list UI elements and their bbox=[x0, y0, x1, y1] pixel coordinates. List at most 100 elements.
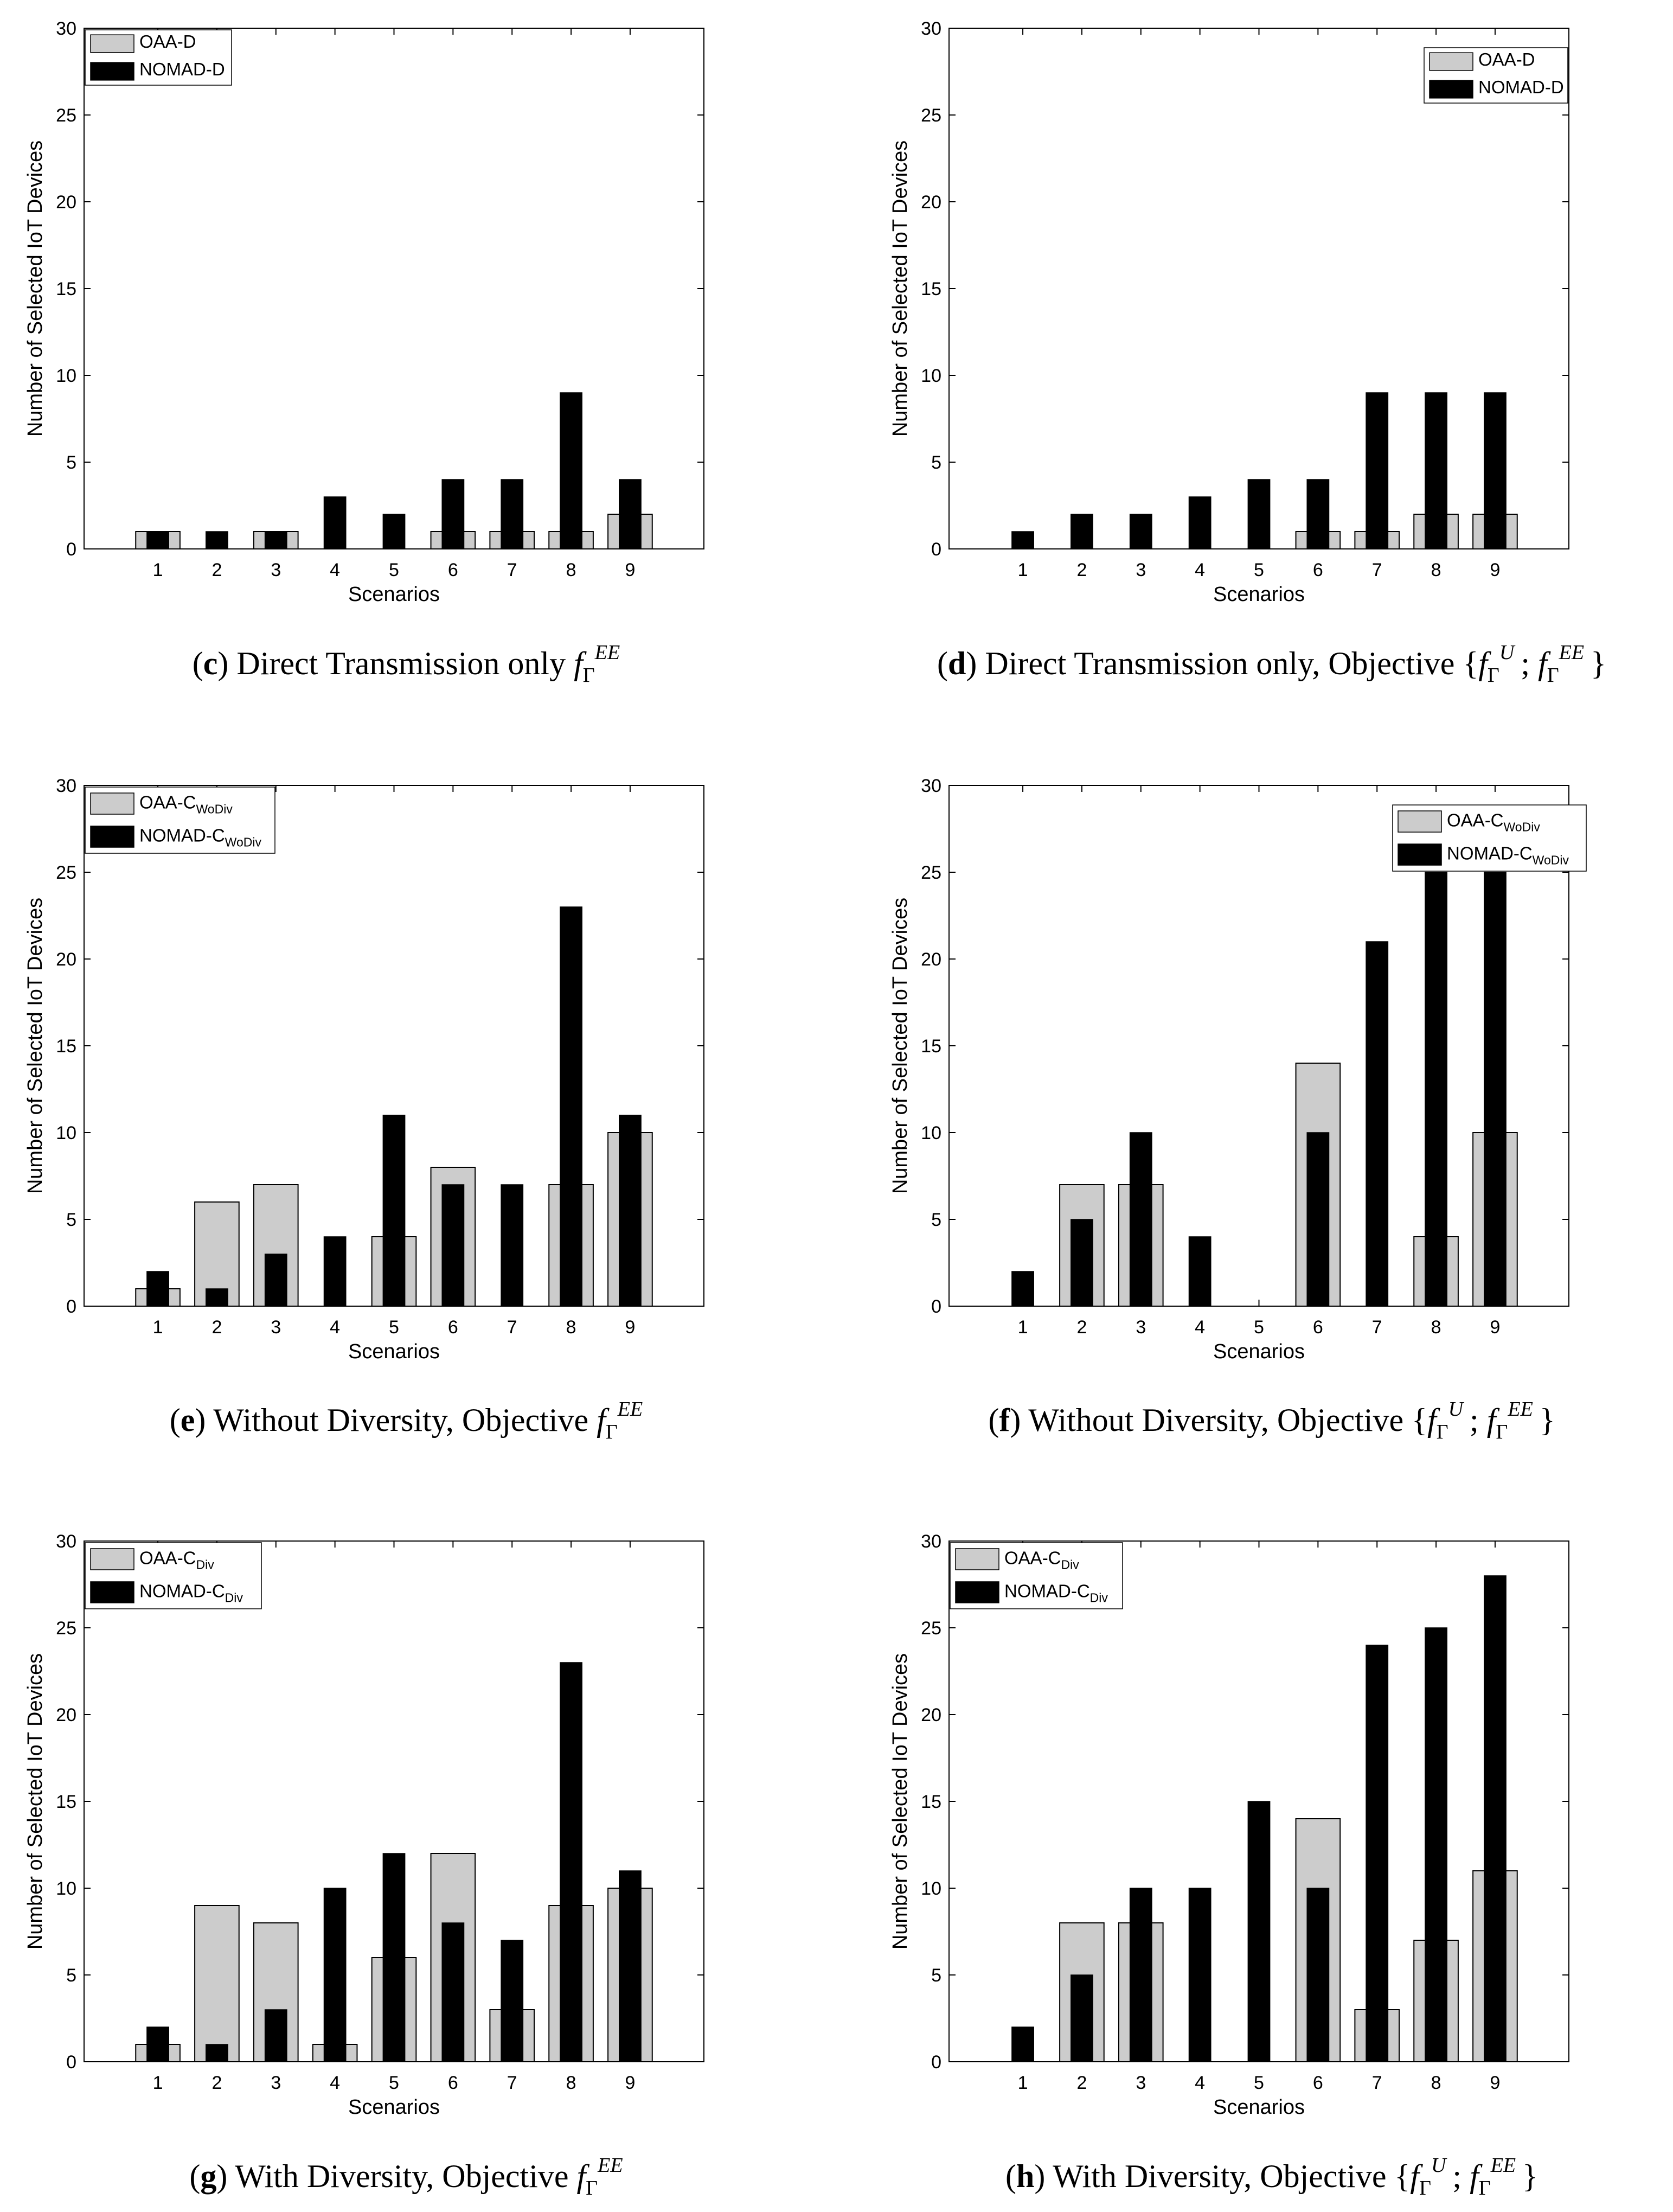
x-axis-title: Scenarios bbox=[1213, 1340, 1305, 1363]
x-tick-label: 7 bbox=[507, 560, 517, 580]
y-tick-label: 10 bbox=[921, 1878, 941, 1899]
x-axis-title: Scenarios bbox=[348, 2096, 440, 2119]
y-tick-label: 15 bbox=[921, 1036, 941, 1057]
bar-nomad-scenario-5 bbox=[382, 514, 406, 549]
caption-g: (g) With Diversity, Objective fΓEE bbox=[189, 2154, 629, 2200]
y-tick-label: 15 bbox=[56, 1036, 76, 1057]
legend-label-oaa: OAA-CWoDiv bbox=[139, 792, 233, 816]
legend-label-oaa: OAA-CDiv bbox=[139, 1548, 214, 1572]
y-tick-label: 5 bbox=[931, 1965, 941, 1986]
bar-nomad-scenario-9 bbox=[619, 1870, 642, 2062]
x-tick-label: 9 bbox=[625, 1317, 635, 1338]
legend-label-oaa: OAA-CWoDiv bbox=[1447, 810, 1540, 834]
x-tick-label: 4 bbox=[330, 2073, 340, 2093]
legend-label-oaa: OAA-CDiv bbox=[1004, 1548, 1079, 1572]
legend-label-nomad: NOMAD-CDiv bbox=[139, 1581, 243, 1605]
y-tick-label: 10 bbox=[921, 1123, 941, 1143]
y-tick-label: 0 bbox=[931, 2052, 941, 2073]
y-tick-label: 30 bbox=[921, 1531, 941, 1552]
bar-nomad-scenario-3 bbox=[264, 2009, 287, 2062]
bar-nomad-scenario-4 bbox=[1188, 1888, 1212, 2062]
plot-area bbox=[948, 28, 1569, 549]
bar-oaa-scenario-2 bbox=[194, 1905, 240, 2062]
y-tick-label: 30 bbox=[56, 776, 76, 796]
bar-nomad-scenario-7 bbox=[501, 1184, 524, 1307]
bar-nomad-scenario-7 bbox=[501, 1940, 524, 2062]
x-tick-label: 6 bbox=[1313, 1317, 1323, 1338]
legend-label-oaa: OAA-D bbox=[139, 31, 196, 52]
bar-nomad-scenario-4 bbox=[323, 1888, 347, 2062]
chart-panel-d: 0 5 10 15 20 25 30 1 2 3 4 5 6 7 8 9 Scenarios Number of … bbox=[889, 18, 1606, 687]
y-tick-label: 30 bbox=[56, 1531, 76, 1552]
x-tick-label: 4 bbox=[1195, 560, 1205, 580]
legend-swatch-oaa bbox=[90, 792, 134, 815]
x-tick-label: 3 bbox=[271, 1317, 281, 1338]
bar-nomad-scenario-8 bbox=[560, 1662, 582, 2062]
y-tick-label: 20 bbox=[921, 192, 941, 213]
y-axis-title: Number of Selected IoT Devices bbox=[24, 140, 47, 437]
y-tick-label: 15 bbox=[921, 1792, 941, 1812]
bar-nomad-scenario-5 bbox=[382, 1115, 406, 1307]
bar-nomad-scenario-5 bbox=[1247, 1801, 1271, 2062]
bar-nomad-scenario-2 bbox=[1071, 1219, 1093, 1307]
x-tick-label: 2 bbox=[1076, 560, 1087, 580]
caption-c: (c) Direct Transmission only fΓEE bbox=[193, 641, 626, 687]
bar-nomad-scenario-3 bbox=[1129, 1888, 1152, 2062]
x-tick-label: 7 bbox=[507, 1317, 517, 1338]
bar-nomad-scenario-9 bbox=[1484, 872, 1507, 1307]
bar-nomad-scenario-6 bbox=[441, 1922, 465, 2062]
legend-swatch-nomad bbox=[955, 1581, 999, 1603]
bar-nomad-scenario-6 bbox=[441, 479, 465, 549]
x-tick-label: 3 bbox=[1136, 2073, 1146, 2093]
y-tick-label: 25 bbox=[56, 1618, 76, 1639]
bar-nomad-scenario-4 bbox=[323, 496, 347, 549]
bar-nomad-scenario-2 bbox=[1071, 1974, 1093, 2062]
bar-nomad-scenario-1 bbox=[146, 2026, 169, 2062]
y-tick-label: 5 bbox=[66, 1210, 76, 1230]
bar-nomad-scenario-3 bbox=[1129, 514, 1152, 549]
bar-nomad-scenario-8 bbox=[1425, 392, 1447, 549]
bar-nomad-scenario-4 bbox=[1188, 1236, 1212, 1307]
x-tick-label: 1 bbox=[153, 560, 163, 580]
x-tick-label: 6 bbox=[1313, 2073, 1323, 2093]
bar-nomad-scenario-7 bbox=[1366, 1645, 1389, 2062]
y-tick-label: 25 bbox=[921, 105, 941, 126]
legend-swatch-nomad bbox=[1398, 843, 1442, 866]
x-tick-label: 5 bbox=[1254, 2073, 1264, 2093]
chart-panel-c: 0 5 10 15 20 25 30 1 2 3 4 5 6 7 8 9 Scenarios Number of … bbox=[24, 18, 704, 687]
legend-label-nomad: NOMAD-D bbox=[139, 59, 225, 79]
x-tick-label: 1 bbox=[1018, 1317, 1028, 1338]
x-tick-label: 2 bbox=[211, 1317, 222, 1338]
y-axis-title: Number of Selected IoT Devices bbox=[889, 140, 912, 437]
bar-nomad-scenario-3 bbox=[264, 1254, 287, 1307]
bar-nomad-scenario-9 bbox=[1484, 392, 1507, 549]
y-axis-title: Number of Selected IoT Devices bbox=[889, 1653, 912, 1949]
caption-h: (h) With Diversity, Objective {fΓU ; fΓE… bbox=[1005, 2154, 1538, 2200]
bar-nomad-scenario-8 bbox=[1425, 1627, 1447, 2062]
x-tick-label: 8 bbox=[566, 2073, 576, 2093]
y-tick-label: 5 bbox=[931, 452, 941, 473]
bar-nomad-scenario-1 bbox=[146, 1271, 169, 1307]
chart-panel-g: 0 5 10 15 20 25 30 1 2 3 4 5 6 7 8 9 Scenarios Number of … bbox=[24, 1531, 704, 2200]
y-axis-title: Number of Selected IoT Devices bbox=[24, 898, 47, 1194]
caption-e: (e) Without Diversity, Objective fΓEE bbox=[170, 1398, 650, 1443]
legend-swatch-nomad bbox=[90, 826, 134, 848]
x-tick-label: 2 bbox=[1076, 2073, 1087, 2093]
x-tick-label: 4 bbox=[1195, 1317, 1205, 1338]
bar-nomad-scenario-1 bbox=[146, 531, 169, 549]
bar-nomad-scenario-2 bbox=[206, 531, 228, 549]
x-tick-label: 3 bbox=[271, 560, 281, 580]
y-tick-label: 5 bbox=[66, 452, 76, 473]
y-tick-label: 5 bbox=[931, 1210, 941, 1230]
bar-nomad-scenario-5 bbox=[1247, 479, 1271, 549]
legend-label-nomad: NOMAD-CWoDiv bbox=[1447, 843, 1569, 867]
bar-nomad-scenario-9 bbox=[1484, 1575, 1507, 2062]
bar-nomad-scenario-7 bbox=[1366, 392, 1389, 549]
y-tick-label: 20 bbox=[921, 949, 941, 970]
y-tick-label: 10 bbox=[56, 1123, 76, 1143]
x-tick-label: 6 bbox=[448, 1317, 458, 1338]
bar-nomad-scenario-4 bbox=[323, 1236, 347, 1307]
x-tick-label: 7 bbox=[507, 2073, 517, 2093]
x-tick-label: 5 bbox=[389, 1317, 399, 1338]
